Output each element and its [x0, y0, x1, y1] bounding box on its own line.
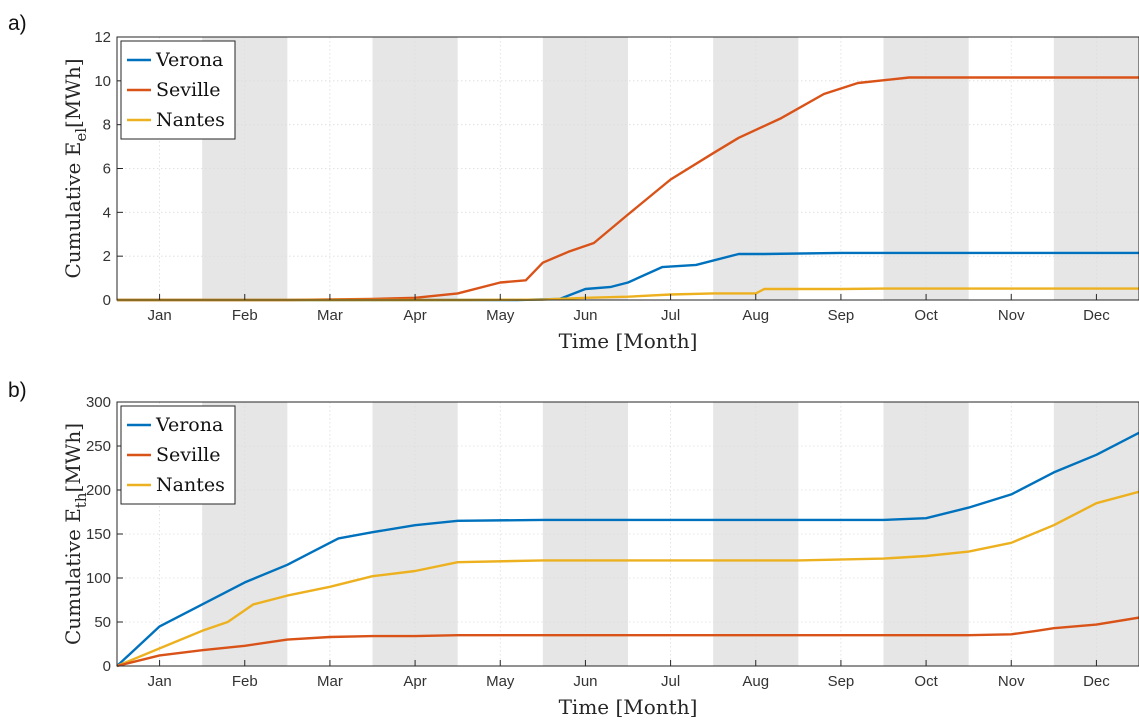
x-tick-label: Feb — [232, 307, 258, 324]
y-tick-labels: 0 2 4 6 8 10 12 — [94, 29, 123, 309]
gridlines — [117, 401, 1139, 667]
x-axis-label: Time [Month] — [559, 695, 698, 719]
legend-label-seville: Seville — [156, 79, 220, 101]
x-tick-label: Apr — [403, 307, 426, 324]
x-tick-label: Jan — [147, 307, 171, 324]
y-tick-label: 100 — [86, 570, 111, 587]
y-tick-label: 12 — [94, 29, 111, 46]
chart-b: b) 0 50 100 150 200 250 300 Jan Feb Mar Apr May Jun… — [8, 379, 1139, 719]
y-axis-label: Cumulative Eth[MWh] — [61, 423, 90, 645]
y-tick-label: 50 — [94, 614, 111, 631]
y-tick-label: 8 — [103, 117, 111, 134]
x-tick-label: Jun — [573, 307, 597, 324]
panel-label-b: b) — [8, 379, 27, 402]
y-axis-label-sub: th — [72, 492, 90, 508]
y-axis-label-unit: [MWh] — [61, 423, 85, 493]
y-axis-label-sub: el — [72, 128, 90, 142]
x-tick-label: Dec — [1083, 307, 1110, 324]
x-tick-label: Oct — [914, 307, 938, 324]
x-tick-label: Mar — [317, 307, 343, 324]
x-tick-labels: Jan Feb Mar Apr May Jun Jul Aug Sep Oct Nov Dec — [147, 294, 1110, 324]
x-tick-label: Feb — [232, 673, 258, 690]
y-tick-label: 2 — [103, 248, 111, 265]
x-tick-label: Sep — [828, 673, 855, 690]
y-axis-label-main: Cumulative E — [61, 142, 85, 279]
y-tick-label: 6 — [103, 161, 111, 178]
x-tick-label: May — [486, 307, 515, 324]
y-tick-label: 0 — [103, 292, 111, 309]
legend-label-verona: Verona — [155, 49, 223, 71]
x-tick-label: Nov — [998, 673, 1025, 690]
legend: Verona Seville Nantes — [120, 405, 236, 505]
y-tick-label: 300 — [86, 394, 111, 411]
panel-label-a: a) — [8, 12, 27, 35]
x-tick-label: Jul — [661, 307, 680, 324]
legend-label-nantes: Nantes — [156, 109, 225, 131]
x-tick-label: Jul — [661, 673, 680, 690]
y-tick-label: 250 — [86, 438, 111, 455]
x-tick-label: Aug — [742, 307, 769, 324]
x-tick-labels: Jan Feb Mar Apr May Jun Jul Aug Sep Oct Nov Dec — [147, 660, 1110, 690]
y-axis-label: Cumulative Eel[MWh] — [61, 58, 90, 278]
y-axis-label-main: Cumulative E — [61, 508, 85, 645]
series-line-seville — [116, 616, 1139, 668]
x-tick-label: Jun — [573, 673, 597, 690]
y-axis-label-unit: [MWh] — [61, 58, 85, 128]
x-tick-label: Dec — [1083, 673, 1110, 690]
legend-label-nantes: Nantes — [156, 474, 225, 496]
series-lines — [116, 431, 1139, 668]
x-tick-label: Jan — [147, 673, 171, 690]
chart-a: a) 0 2 4 6 8 10 12 Jan Feb Mar Apr May Jun Jul Aug Sep… — [8, 12, 1139, 353]
shade-band-apr — [372, 37, 458, 300]
series-line-verona — [116, 431, 1139, 667]
legend-label-seville: Seville — [156, 444, 220, 466]
y-tick-labels: 0 50 100 150 200 250 300 — [86, 394, 123, 675]
x-tick-label: Aug — [742, 673, 769, 690]
x-tick-label: Mar — [317, 673, 343, 690]
y-tick-label: 150 — [86, 526, 111, 543]
series-line-nantes — [116, 490, 1139, 668]
y-tick-label: 10 — [94, 73, 111, 90]
x-tick-label: Nov — [998, 307, 1025, 324]
y-tick-label: 200 — [86, 482, 111, 499]
x-tick-label: Apr — [403, 673, 426, 690]
y-tick-label: 0 — [103, 658, 111, 675]
legend-label-verona: Verona — [155, 414, 223, 436]
y-tick-label: 4 — [103, 204, 111, 221]
x-tick-label: Oct — [914, 673, 938, 690]
x-tick-label: May — [486, 673, 515, 690]
x-tick-label: Sep — [828, 307, 855, 324]
legend: Verona Seville Nantes — [120, 40, 236, 140]
shade-band-dec — [1053, 37, 1139, 300]
x-axis-label: Time [Month] — [559, 329, 698, 353]
